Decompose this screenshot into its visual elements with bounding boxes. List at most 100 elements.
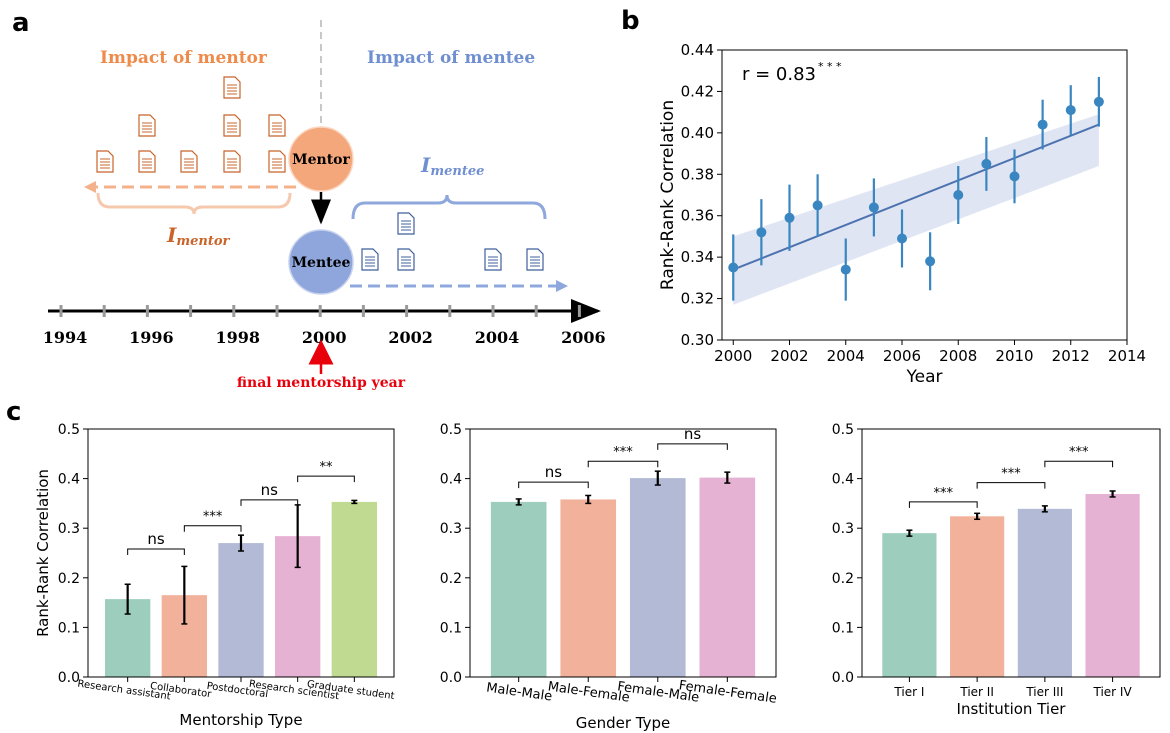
significance-bracket (297, 475, 355, 483)
mentee-papers (361, 212, 544, 271)
data-point (925, 256, 936, 267)
impact-of-mentee-title: Impact of mentee (367, 48, 535, 68)
x-tick-label: 2014 (1108, 347, 1146, 365)
timeline-year-label: 1994 (43, 328, 88, 347)
significance-label: ns (545, 463, 563, 481)
x-tick-label: Tier III (1025, 685, 1063, 699)
timeline-year-labels: 1994 1996 1998 2000 2002 2004 2006 (43, 328, 606, 347)
panel-label-b: b (621, 6, 640, 36)
data-point (897, 233, 907, 244)
timeline-year-label: 1996 (129, 328, 174, 347)
y-tick-label: 0.0 (58, 670, 80, 686)
x-tick-label: 2008 (939, 347, 977, 365)
bar (1017, 508, 1072, 677)
x-tick-label: Male-Male (485, 680, 553, 704)
data-point (1093, 96, 1104, 107)
year-scatter-chart: 0.30 0.32 0.34 0.36 0.38 0.40 0.42 0.44 2000 2002… (658, 41, 1146, 387)
data-point (868, 202, 879, 213)
y-tick-label: 0.5 (832, 422, 854, 438)
y-tick-label: 0.5 (58, 422, 80, 438)
mentor-node-label: Mentor (292, 152, 350, 168)
i-mentor-label: Imentor (166, 223, 231, 249)
y-axis-label: Rank-Rank Correlation (34, 469, 52, 637)
significance-bracket (1044, 460, 1114, 468)
final-mentorship-year-label: final mentorship year (237, 375, 406, 391)
y-tick-label: 0.5 (440, 422, 462, 438)
y-tick-label: 0.0 (440, 670, 462, 686)
significance-label: *** (1069, 445, 1089, 460)
panel-label-a: a (12, 8, 30, 38)
y-tick-label: 0.40 (681, 124, 714, 142)
bar (490, 501, 547, 677)
mentee-node (288, 229, 354, 295)
bar (331, 501, 377, 677)
data-point (1009, 171, 1020, 182)
timeline-year-label: 2002 (388, 328, 433, 347)
data-point (981, 158, 992, 169)
y-tick-label: 0.1 (58, 620, 80, 636)
data-point (756, 227, 767, 238)
y-tick-label: 0.0 (832, 670, 854, 686)
correlation-annotation: r = 0.83 (742, 64, 816, 85)
data-point (784, 212, 795, 223)
regression-line (732, 123, 1100, 271)
mentorship-schematic: Impact of mentor Impact of mentee Imento… (43, 20, 606, 391)
x-tick-label: 2006 (883, 347, 921, 365)
y-tick-label: 0.34 (681, 248, 714, 266)
y-tick-label: 0.36 (681, 207, 714, 225)
i-mentee-label: Imentee (420, 153, 484, 179)
y-tick-label: 0.3 (58, 521, 80, 537)
y-tick-label: 0.2 (58, 571, 80, 587)
bar (560, 499, 617, 677)
x-tick-label: 2012 (1052, 347, 1090, 365)
panel-label-c: c (6, 397, 22, 427)
bar (218, 543, 264, 677)
timeline-ticks (59, 305, 581, 317)
y-tick-label: 0.30 (681, 331, 714, 349)
timeline-year-label: 2004 (475, 328, 520, 347)
y-tick-label: 0.1 (832, 620, 854, 636)
data-point (840, 264, 851, 275)
data-point (812, 200, 823, 211)
y-tick-label: 0.38 (681, 165, 714, 183)
significance-bracket (976, 482, 1046, 489)
gender-type-bar-chart: ns***ns0.00.10.20.30.40.5Male-MaleMale-F… (440, 422, 778, 732)
significance-bracket (657, 443, 728, 450)
significance-bracket (908, 501, 978, 508)
plot-frame (469, 428, 777, 678)
y-tick-label: 0.2 (832, 571, 854, 587)
y-axis-label: Rank-Rank Correlation (658, 100, 678, 290)
data-point (1037, 119, 1048, 130)
significance-label: *** (1001, 467, 1021, 482)
data-point (953, 190, 964, 200)
significance-label: ns (684, 425, 702, 443)
x-axis-label: Gender Type (576, 714, 671, 732)
timeline-year-label: 2006 (561, 328, 606, 347)
bar (1085, 493, 1140, 677)
bar (699, 477, 756, 677)
x-axis-label: Institution Tier (957, 700, 1067, 718)
y-tick-label: 0.42 (681, 82, 714, 100)
mentor-papers (96, 76, 286, 173)
x-tick-label: 2004 (827, 347, 865, 365)
significance-label: ns (147, 530, 165, 548)
significance-bracket (127, 548, 185, 556)
y-tick-label: 0.3 (440, 521, 462, 537)
x-tick-label: Tier I (893, 685, 924, 699)
significance-label: *** (613, 445, 633, 460)
significance-label: *** (203, 510, 223, 525)
significance-bracket (183, 525, 242, 532)
y-tick-label: 0.32 (681, 290, 714, 308)
x-tick-label: 2000 (714, 347, 752, 365)
mentor-node (288, 126, 354, 192)
y-tick-label: 0.4 (58, 472, 80, 488)
y-tick-label: 0.4 (440, 472, 462, 488)
significance-label: ns (261, 481, 279, 499)
timeline-year-label: 2000 (302, 328, 347, 347)
significance-bracket (240, 499, 299, 506)
institution-tier-bar-chart: *** *** *** 0.0 0.1 0.2 0.3 0.4 0.5 Tier I Tier II… (832, 422, 1161, 718)
plot-frame (721, 49, 1128, 341)
timeline-year-label: 1998 (216, 328, 261, 347)
x-tick-label: 2002 (770, 347, 808, 365)
